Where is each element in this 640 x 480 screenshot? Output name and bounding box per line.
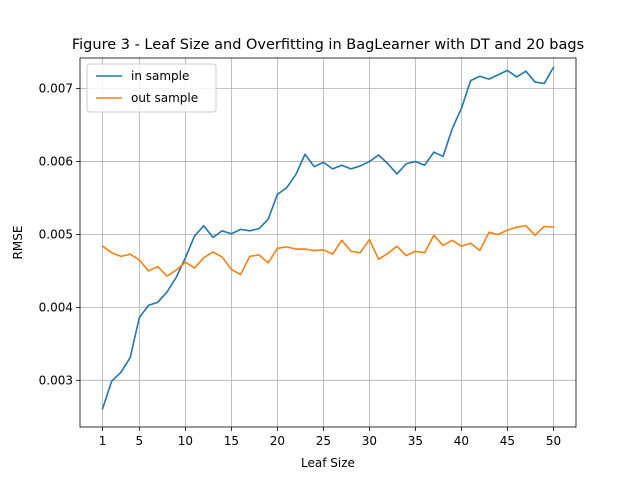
y-tick-label: 0.004 <box>39 300 73 314</box>
x-tick-label: 35 <box>408 434 423 448</box>
plot-frame <box>79 57 577 428</box>
series-lines <box>101 66 555 410</box>
x-tick-label: 15 <box>224 434 239 448</box>
y-tick-label: 0.006 <box>39 155 73 169</box>
y-tick-label: 0.003 <box>39 373 73 387</box>
x-tick-label: 25 <box>316 434 331 448</box>
x-tick-label: 30 <box>362 434 377 448</box>
x-tick-label: 5 <box>136 434 144 448</box>
y-tick-label: 0.007 <box>39 82 73 96</box>
x-tick-label: 10 <box>178 434 193 448</box>
x-axis-label: Leaf Size <box>301 456 355 470</box>
x-tick-label: 1 <box>99 434 107 448</box>
x-tick-label: 40 <box>454 434 469 448</box>
legend: in sample out sample <box>86 63 217 113</box>
series-line-out-sample <box>101 224 555 277</box>
chart-title: Figure 3 - Leaf Size and Overfitting in … <box>72 37 584 53</box>
axis-ticks: 1 5 10 15 20 25 30 35 40 45 500.0030.0040.0050.006… <box>39 82 561 448</box>
x-tick-label: 20 <box>270 434 285 448</box>
grid <box>80 58 576 427</box>
x-tick-label: 50 <box>546 434 561 448</box>
legend-label-in-sample: in sample <box>131 69 189 83</box>
series-line-in-sample <box>101 66 555 410</box>
y-axis-label: RMSE <box>11 226 25 260</box>
y-tick-label: 0.005 <box>39 227 73 241</box>
x-tick-label: 45 <box>500 434 515 448</box>
legend-label-out-sample: out sample <box>131 91 198 105</box>
